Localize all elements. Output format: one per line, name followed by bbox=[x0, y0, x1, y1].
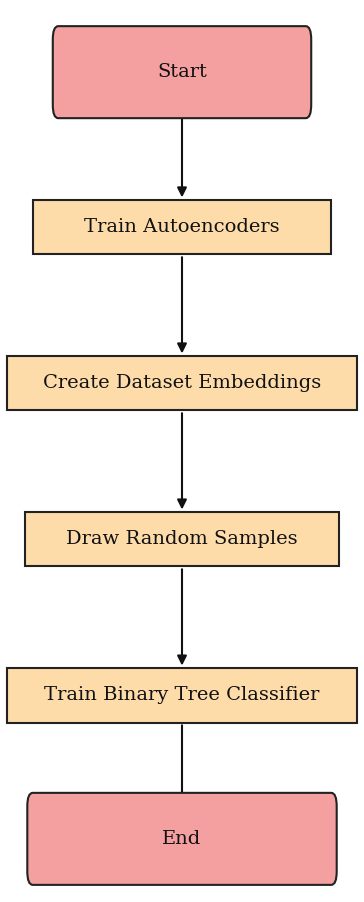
Text: Train Binary Tree Classifier: Train Binary Tree Classifier bbox=[44, 686, 320, 704]
FancyBboxPatch shape bbox=[27, 793, 337, 885]
Text: Train Autoencoders: Train Autoencoders bbox=[84, 218, 280, 236]
FancyBboxPatch shape bbox=[53, 26, 311, 118]
Text: Draw Random Samples: Draw Random Samples bbox=[66, 530, 298, 548]
FancyBboxPatch shape bbox=[7, 668, 357, 723]
Text: Create Dataset Embeddings: Create Dataset Embeddings bbox=[43, 374, 321, 392]
Text: End: End bbox=[162, 830, 202, 848]
FancyBboxPatch shape bbox=[25, 512, 339, 566]
FancyBboxPatch shape bbox=[7, 356, 357, 410]
FancyBboxPatch shape bbox=[33, 200, 331, 254]
Text: Start: Start bbox=[157, 63, 207, 81]
